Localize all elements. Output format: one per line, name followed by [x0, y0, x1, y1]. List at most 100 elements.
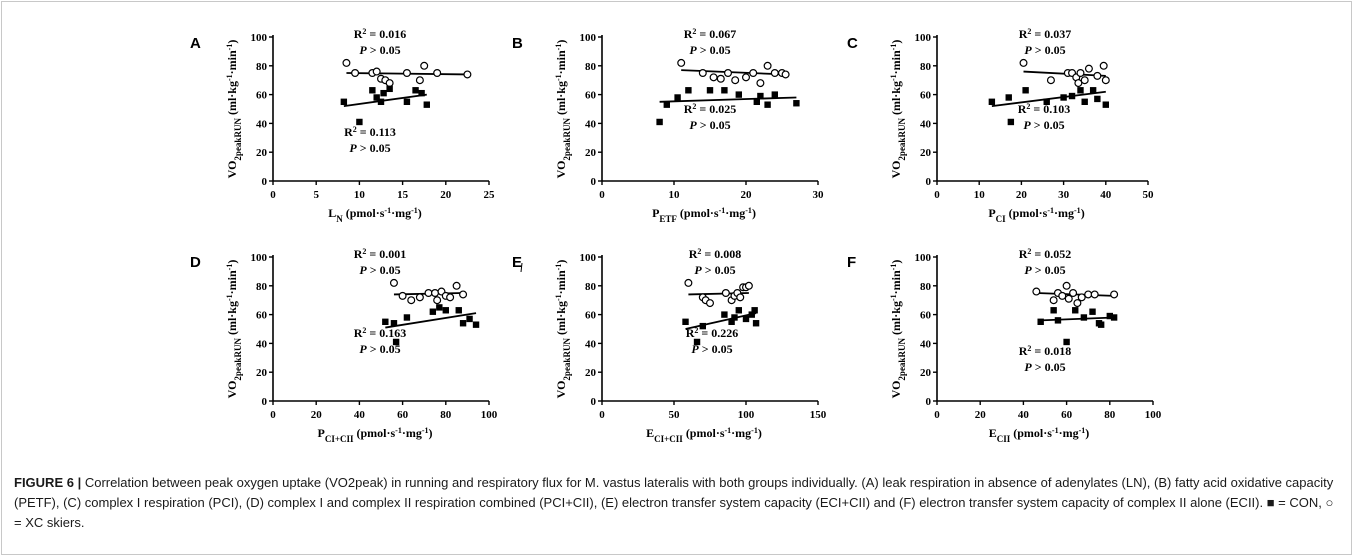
data-point-square [752, 320, 760, 327]
y-axis-label: VO2peakRUN (ml·kg-1·min-1) [554, 40, 573, 179]
x-tick-label: 10 [669, 189, 681, 201]
data-point-square [403, 314, 411, 321]
data-point-circle [1093, 71, 1102, 80]
y-tick-label: 20 [256, 147, 268, 159]
p-value-label: P > 0.05 [1024, 360, 1065, 374]
data-point-circle [420, 61, 429, 70]
y-tick-label: 20 [256, 367, 268, 379]
x-tick-label: 0 [270, 409, 276, 421]
y-tick-label: 80 [256, 281, 268, 293]
x-tick-label: 25 [484, 189, 496, 201]
data-point-square [1081, 98, 1088, 105]
panel-letter: A [190, 35, 201, 52]
data-point-circle [736, 293, 745, 302]
data-point-square [356, 118, 363, 126]
data-point-square [988, 98, 996, 105]
y-tick-label: 100 [915, 252, 932, 264]
p-value-label: P > 0.05 [691, 342, 732, 356]
r-squared-label: R2 = 0.001 [354, 247, 407, 262]
data-point-circle [398, 291, 407, 300]
y-tick-label: 100 [580, 252, 597, 264]
data-point-square [1072, 307, 1079, 314]
r-squared-label: R2 = 0.037 [1019, 27, 1072, 42]
data-point-square [340, 98, 348, 105]
data-point-square [369, 87, 376, 94]
data-point-square [1080, 314, 1088, 321]
data-point-circle [756, 79, 765, 88]
data-point-square [693, 338, 701, 346]
panel-c: C 0 20 40 60 80 100 0 10 20 30 40 50 PCI (pmol·s-1·mg… [847, 27, 1154, 225]
caption-text: Correlation between peak oxygen uptake (… [14, 475, 1334, 530]
x-tick-label: 20 [440, 189, 452, 201]
panel-letter: C [847, 35, 858, 52]
y-tick-label: 20 [920, 367, 932, 379]
data-point-circle [389, 278, 398, 287]
x-tick-label: 40 [1018, 409, 1030, 421]
data-point-circle [1069, 289, 1078, 298]
data-point-circle [433, 296, 442, 305]
data-point-square [1094, 95, 1101, 103]
y-tick-label: 60 [585, 90, 597, 102]
data-point-circle [402, 68, 411, 77]
data-point-square [377, 98, 385, 105]
data-point-square [459, 320, 467, 327]
data-point-circle [1110, 290, 1119, 299]
panel-f: F 0 20 40 60 80 100 0 20 40 60 80 100 ECII (pmol·s-1·… [847, 247, 1162, 445]
x-tick-label: 80 [440, 409, 452, 421]
data-point-square [1007, 118, 1015, 126]
data-point-circle [431, 289, 440, 298]
data-point-square [472, 321, 480, 328]
data-point-circle [385, 79, 394, 88]
y-axis-label: VO2peakRUN (ml·kg-1·min-1) [889, 40, 908, 179]
data-point-square [731, 314, 738, 321]
data-point-square [735, 91, 742, 98]
p-value-label: P > 0.05 [1024, 43, 1065, 57]
data-point-circle [749, 68, 758, 77]
data-point-circle [770, 68, 779, 77]
y-tick-label: 60 [256, 90, 268, 102]
x-tick-label: 20 [311, 409, 323, 421]
r-squared-label: R2 = 0.113 [344, 125, 396, 140]
r-squared-label: R2 = 0.067 [684, 27, 737, 42]
regression-line [1040, 316, 1115, 322]
y-tick-label: 40 [920, 338, 932, 350]
x-tick-label: 0 [599, 189, 605, 201]
data-point-circle [1049, 296, 1058, 305]
data-point-square [656, 118, 663, 126]
panel-b: B 0 20 40 60 80 100 0 10 20 30 PETF (pmol·s-1·mg-1)… [512, 27, 824, 225]
data-point-circle [723, 68, 732, 77]
y-axis-label: VO2peakRUN (ml·kg-1·min-1) [889, 260, 908, 399]
data-point-square [373, 94, 380, 101]
data-point-square [1022, 87, 1029, 94]
y-tick-label: 0 [591, 176, 597, 188]
x-tick-label: 0 [270, 189, 276, 201]
data-point-square [1097, 321, 1105, 328]
data-point-circle [698, 68, 707, 77]
x-tick-label: 20 [741, 189, 753, 201]
data-point-circle [1046, 76, 1055, 85]
data-point-circle [459, 290, 468, 299]
data-point-square [382, 318, 389, 325]
y-tick-label: 80 [585, 61, 597, 73]
y-tick-label: 100 [915, 32, 932, 44]
data-point-square [418, 89, 425, 97]
x-tick-label: 10 [974, 189, 986, 201]
y-tick-label: 20 [585, 367, 597, 379]
x-tick-label: 100 [481, 409, 498, 421]
x-tick-label: 0 [934, 189, 940, 201]
data-point-circle [1032, 287, 1041, 296]
data-point-square [751, 307, 758, 314]
data-point-circle [781, 70, 790, 79]
x-tick-label: 60 [397, 409, 409, 421]
y-tick-label: 40 [256, 338, 268, 350]
data-point-circle [1077, 293, 1086, 302]
x-tick-label: 20 [1016, 189, 1028, 201]
data-point-circle [721, 289, 730, 298]
data-point-circle [351, 68, 360, 77]
panel-letter: E [512, 254, 522, 271]
r-squared-label: R2 = 0.226 [686, 326, 739, 341]
